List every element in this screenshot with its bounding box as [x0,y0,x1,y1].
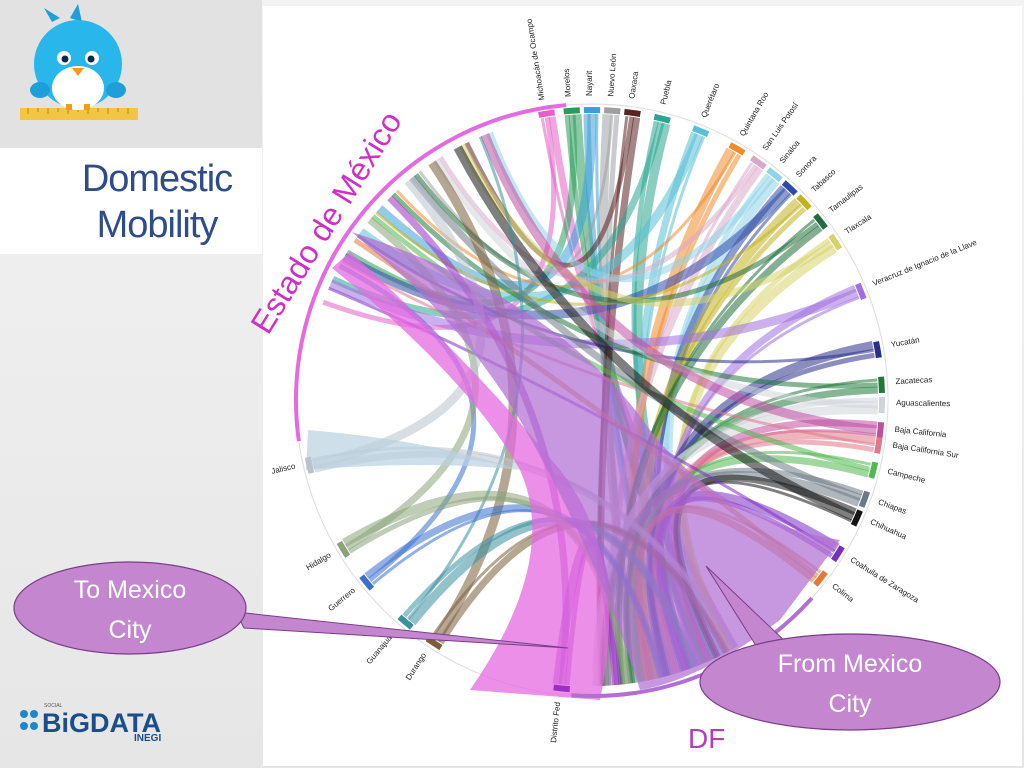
chord-estado-to-df [332,252,609,700]
bird-mascot-icon [20,4,138,120]
state-arc-segment [304,456,315,474]
logo-small-top: SOCIAL [44,703,63,709]
state-chord [438,156,759,284]
state-arc-segment [749,155,767,170]
arc-estado-de-mexico [294,103,567,442]
state-arc-label: Nayarit [585,70,594,96]
state-arc-segment [397,614,414,630]
state-arc-label: Zacatecas [895,375,932,386]
state-arc-label: Distrito Fed [549,702,562,744]
state-arc-segment [858,490,871,508]
state-arc-segment [728,142,746,156]
title-line-1: Domestic [81,158,233,200]
state-arc-segment [850,509,863,527]
logo-word: BiGDATA [42,708,161,738]
title-panel [0,148,262,254]
callout-to-line-2: City [108,616,152,644]
slide-title: Domestic Mobility [54,156,260,248]
chord-jalisco-band [306,430,520,470]
state-arc-segment [563,107,580,115]
state-arc-segment [766,167,783,183]
state-chord [480,133,877,435]
state-arc-segment [604,107,621,115]
title-line-2: Mobility [96,204,219,246]
callout-from-mexico-city: From Mexico City [699,565,1001,731]
state-arc-segment [831,545,845,563]
state-arc-segment [623,108,641,118]
state-arc-segment [876,422,885,439]
state-arc-segment [336,540,351,558]
state-arc-segment [874,436,883,454]
state-arc-segment [553,684,570,693]
state-arc-label: Morelos [562,68,573,97]
state-arc-segment [653,113,671,124]
state-arc-label: Nuevo León [606,53,618,97]
state-chord [453,145,856,521]
state-arc-segment [692,125,710,138]
state-arc-segment [868,461,879,479]
state-arc-label: Aguascalientes [896,398,950,408]
state-arc-segment [878,376,885,393]
state-arc-segment [828,233,843,251]
callout-from-line-2: City [828,690,872,718]
logo-panel [0,0,262,148]
state-arc-segment [813,213,828,230]
state-arc-segment [854,282,867,300]
chord-df-to-estado [352,232,840,690]
bigdata-inegi-logo: SOCIAL BiGDATA INEGI [16,696,186,744]
state-chord [459,143,834,307]
state-arc-segment [781,180,798,196]
state-arc-label: Oaxaca [627,70,640,99]
state-arc-segment [538,109,556,118]
state-chord [413,173,819,304]
df-label: DF [688,723,725,754]
callout-from-line-1: From Mexico [778,650,922,678]
state-arc-segment [796,194,812,211]
callout-to-mexico-city: To Mexico City [13,561,569,655]
callout-to-line-1: To Mexico [74,576,187,604]
state-chord [433,158,879,409]
state-chord [409,175,862,502]
state-arc-segment [359,574,375,591]
logo-small-bottom: INEGI [134,733,161,742]
state-arc-segment [813,570,828,587]
state-arc-segment [873,341,882,359]
